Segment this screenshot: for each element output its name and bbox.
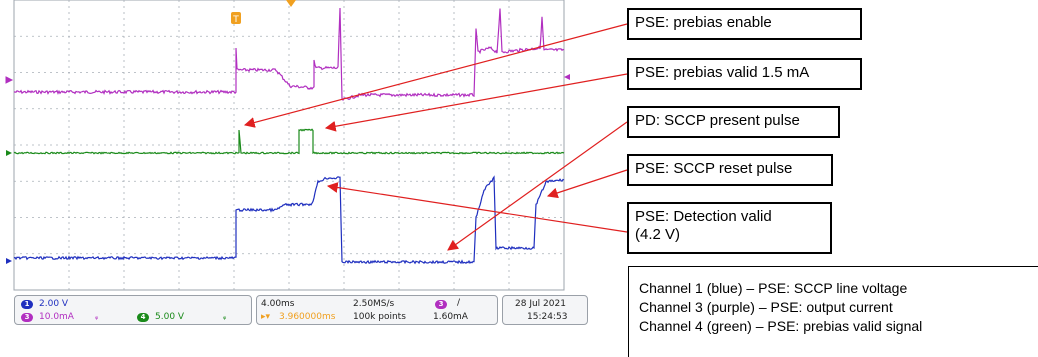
ch3-ground-marker[interactable] bbox=[5, 76, 14, 84]
time-readout: 15:24:53 bbox=[527, 312, 568, 322]
sample-rate: 2.50MS/s bbox=[353, 299, 395, 309]
channel-legend: Channel 1 (blue) – PSE: SCCP line voltag… bbox=[628, 266, 1038, 357]
delay-value: 3.960000ms bbox=[279, 312, 336, 322]
oscilloscope-display: T 1 2.00 V 3 10.0mA ᵩ 4 5.00 V ᵩ 4.00ms … bbox=[5, 0, 590, 325]
callout-sccp-present: PD: SCCP present pulse bbox=[627, 106, 840, 138]
callout-sccp-reset: PSE: SCCP reset pulse bbox=[627, 154, 833, 186]
callout-detection-valid: PSE: Detection valid (4.2 V) bbox=[627, 202, 832, 254]
ch4-coupling-icon: ᵩ bbox=[223, 312, 227, 321]
callout-prebias-enable-text: PSE: prebias enable bbox=[635, 14, 772, 31]
date-readout: 28 Jul 2021 bbox=[515, 299, 566, 309]
timebase-trigger-box[interactable]: 4.00ms 2.50MS/s ▸▾ 3.960000ms 100k point… bbox=[256, 295, 498, 325]
callout-sccp-present-text: PD: SCCP present pulse bbox=[635, 112, 800, 129]
trigger-level-marker bbox=[564, 74, 570, 80]
ch3-badge: 3 bbox=[21, 313, 33, 322]
ch4-ground-marker[interactable] bbox=[6, 150, 12, 156]
callout-prebias-valid: PSE: prebias valid 1.5 mA bbox=[627, 58, 862, 90]
callout-sccp-reset-text: PSE: SCCP reset pulse bbox=[635, 160, 793, 177]
trigger-level: 1.60mA bbox=[433, 312, 468, 322]
callout-detection-valid-value: (4.2 V) bbox=[635, 226, 681, 243]
channel-scales-box[interactable]: 1 2.00 V 3 10.0mA ᵩ 4 5.00 V ᵩ bbox=[14, 295, 252, 325]
legend-ch1: Channel 1 (blue) – PSE: SCCP line voltag… bbox=[639, 280, 908, 296]
trigger-marker-label: T bbox=[232, 15, 239, 25]
trigger-source-badge: 3 bbox=[435, 300, 447, 309]
ch1-trace bbox=[13, 175, 565, 265]
legend-ch4: Channel 4 (green) – PSE: prebias valid s… bbox=[639, 318, 923, 334]
legend-ch3: Channel 3 (purple) – PSE: output current bbox=[639, 299, 893, 315]
ch4-badge: 4 bbox=[137, 313, 149, 322]
record-length: 100k points bbox=[353, 312, 406, 322]
callout-detection-valid-text: PSE: Detection valid bbox=[635, 208, 772, 225]
ch4-scale: 5.00 V bbox=[155, 312, 185, 322]
delay-icon: ▸▾ bbox=[261, 312, 271, 322]
ch1-scale: 2.00 V bbox=[39, 299, 69, 309]
time-reference-marker bbox=[286, 0, 296, 7]
callout-prebias-valid-text: PSE: prebias valid 1.5 mA bbox=[635, 64, 810, 81]
scope-status-bar: 1 2.00 V 3 10.0mA ᵩ 4 5.00 V ᵩ 4.00ms 2.… bbox=[14, 295, 590, 325]
trigger-position-marker[interactable] bbox=[231, 12, 241, 24]
callout-prebias-enable: PSE: prebias enable bbox=[627, 8, 862, 40]
ch3-coupling-icon: ᵩ bbox=[95, 312, 99, 321]
timebase-scale: 4.00ms bbox=[261, 299, 295, 309]
waveform-area: T bbox=[5, 0, 570, 291]
ch1-ground-marker[interactable] bbox=[6, 258, 12, 264]
trigger-slope-icon: / bbox=[457, 298, 461, 308]
datetime-box: 28 Jul 2021 15:24:53 bbox=[502, 295, 588, 325]
ch3-scale: 10.0mA bbox=[39, 312, 74, 322]
ch1-badge: 1 bbox=[21, 300, 33, 309]
